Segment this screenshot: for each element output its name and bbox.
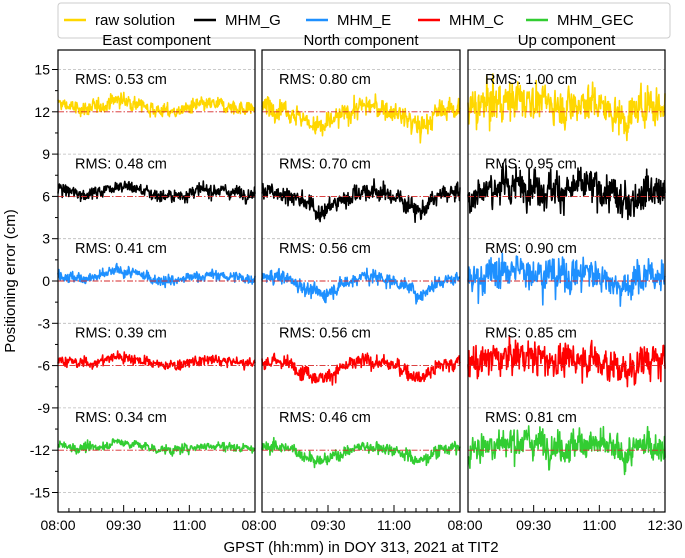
- x-tick-label: 09:30: [516, 517, 551, 533]
- panel-title: East component: [102, 32, 211, 49]
- legend-box: [57, 2, 671, 39]
- y-tick-label: -15: [30, 485, 50, 501]
- legend-label: MHM_C: [449, 12, 504, 29]
- rms-label: RMS: 0.85 cm: [485, 326, 577, 342]
- legend-label: MHM_GEC: [557, 12, 634, 29]
- panels: East component RMS: 0.53 cm RMS: 0.48 cm RM…: [40, 32, 682, 533]
- y-tick-label: -9: [38, 400, 51, 416]
- series-line-mhm-c: [57, 350, 256, 371]
- y-tick-label: -6: [38, 358, 51, 374]
- y-tick-label: 0: [42, 273, 50, 289]
- y-tick-label: -3: [38, 315, 51, 331]
- rms-label: RMS: 0.70 cm: [279, 156, 371, 172]
- rms-label: RMS: 0.56 cm: [279, 241, 371, 257]
- series-line-mhm-c: [467, 335, 666, 388]
- y-tick-label: 6: [42, 188, 50, 204]
- y-tick-label: 3: [42, 231, 50, 247]
- x-tick-label: 08:00: [241, 517, 276, 533]
- rms-label: RMS: 0.46 cm: [279, 410, 371, 426]
- rms-label: RMS: 0.34 cm: [75, 410, 167, 426]
- panel-north: North component RMS: 0.80 cm RMS: 0.70 cm R…: [241, 32, 461, 533]
- y-tick-label: -12: [30, 442, 50, 458]
- x-tick-label: 11:00: [172, 517, 206, 533]
- rms-label: RMS: 1.00 cm: [485, 72, 577, 88]
- rms-label: RMS: 0.39 cm: [75, 326, 167, 342]
- x-tick-label: 11:00: [582, 517, 616, 533]
- series-line-mhm-gec: [467, 425, 666, 476]
- rms-label: RMS: 0.95 cm: [485, 156, 577, 172]
- y-axis-label: Positioning error (cm): [2, 209, 19, 352]
- series-line-raw: [261, 93, 461, 144]
- y-tick-label: 9: [42, 146, 50, 162]
- series-line-raw: [57, 91, 256, 118]
- rms-label: RMS: 0.41 cm: [75, 241, 167, 257]
- x-tick-label: 12:30: [647, 517, 682, 533]
- x-tick-label: 09:30: [106, 517, 141, 533]
- series-line-mhm-e: [467, 252, 666, 307]
- series-line-mhm-g: [261, 178, 461, 223]
- x-tick-label: 08:00: [40, 517, 75, 533]
- rms-label: RMS: 0.90 cm: [485, 241, 577, 257]
- series-line-raw: [467, 73, 666, 142]
- panel-title: North component: [303, 32, 419, 49]
- series-line-mhm-e: [57, 262, 256, 289]
- series-line-mhm-gec: [57, 438, 256, 457]
- series-line-mhm-gec: [261, 436, 461, 469]
- legend-label: raw solution: [95, 12, 175, 29]
- rms-label: RMS: 0.48 cm: [75, 156, 167, 172]
- series-line-mhm-g: [57, 180, 256, 205]
- legend-label: MHM_E: [337, 12, 391, 29]
- series-line-mhm-c: [261, 352, 461, 386]
- legend: raw solution MHM_G MHM_E MHM_C MHM_GEC: [57, 2, 671, 39]
- panel-up: Up component RMS: 1.00 cm RMS: 0.95 cm RMS:…: [447, 32, 682, 533]
- x-tick-label: 09:30: [310, 517, 345, 533]
- y-tick-label: 15: [34, 62, 50, 78]
- x-tick-label: 08:00: [447, 517, 482, 533]
- rms-label: RMS: 0.56 cm: [279, 326, 371, 342]
- x-tick-label: 11:00: [377, 517, 411, 533]
- x-axis-label: GPST (hh:mm) in DOY 313, 2021 at TIT2: [223, 539, 498, 556]
- series-line-mhm-g: [467, 162, 666, 221]
- y-axis: 15 12 9 6 3 0 -3 -6 -9 -12 -15: [30, 62, 50, 501]
- rms-label: RMS: 0.81 cm: [485, 410, 577, 426]
- series-line-mhm-e: [261, 267, 461, 305]
- panel-east: East component RMS: 0.53 cm RMS: 0.48 cm RM…: [40, 32, 256, 533]
- y-tick-label: 12: [34, 104, 50, 120]
- panel-title: Up component: [518, 32, 616, 49]
- rms-label: RMS: 0.80 cm: [279, 72, 371, 88]
- rms-label: RMS: 0.53 cm: [75, 72, 167, 88]
- legend-label: MHM_G: [225, 12, 281, 29]
